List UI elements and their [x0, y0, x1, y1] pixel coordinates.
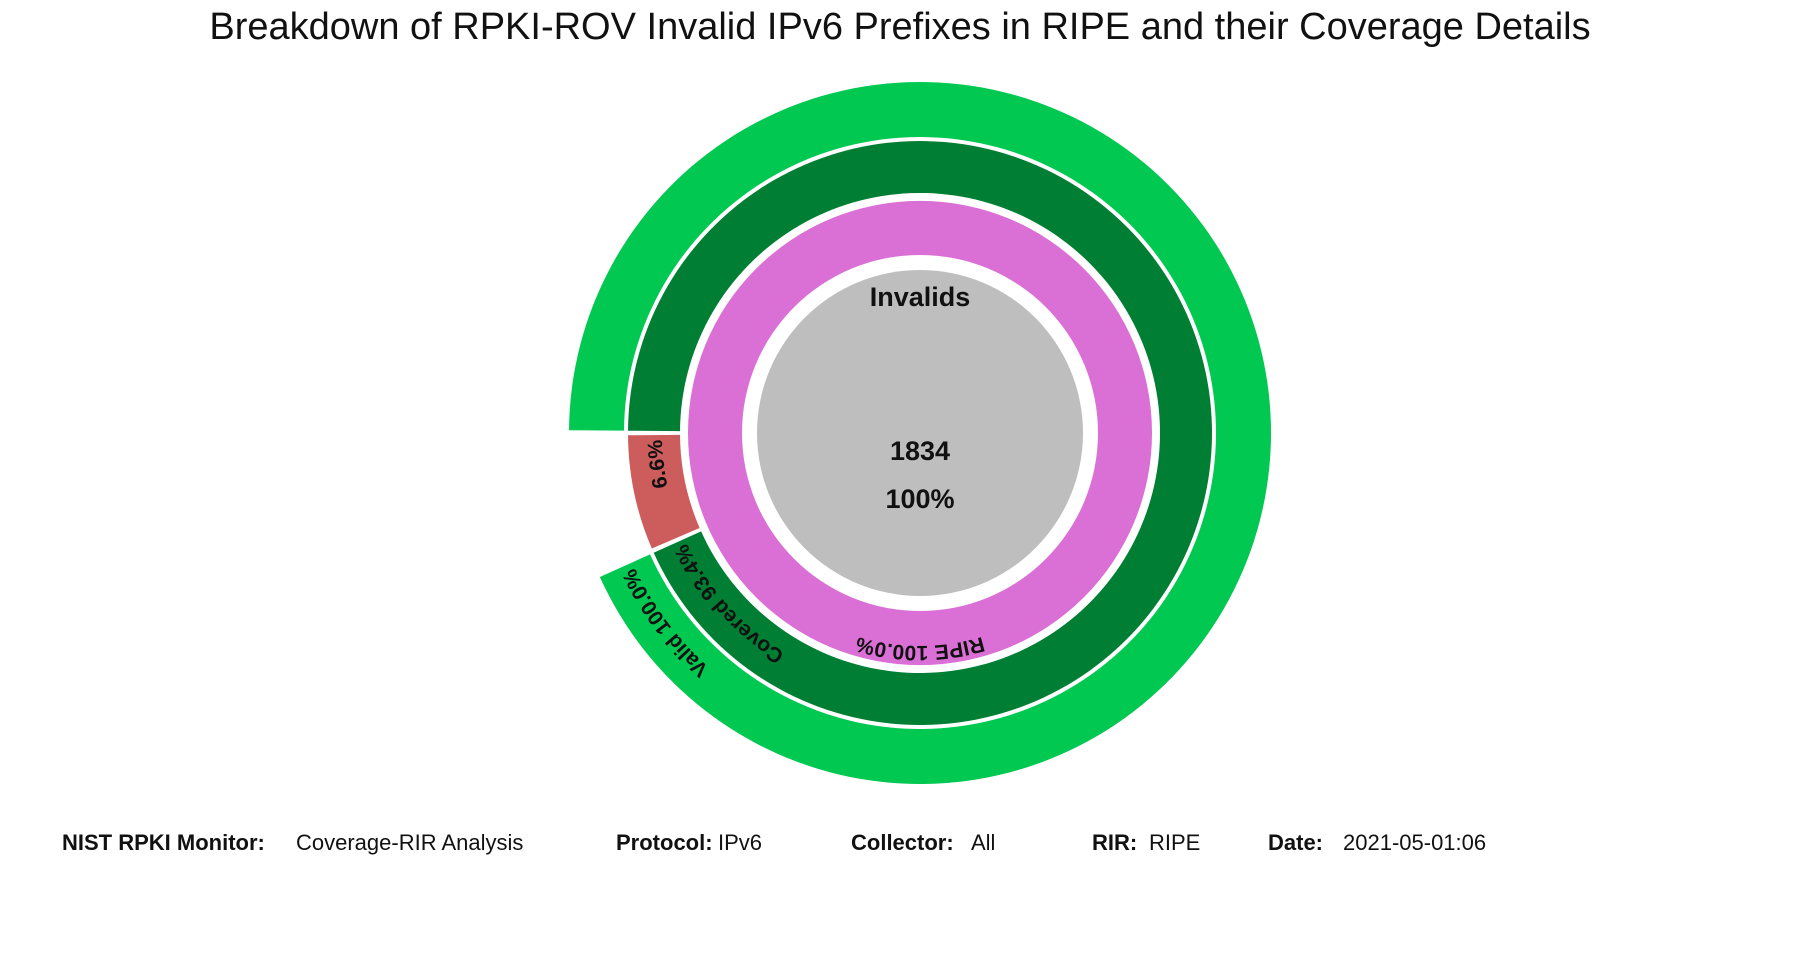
- center-disc[interactable]: [757, 270, 1083, 596]
- footer-collector-value: All: [971, 830, 996, 855]
- ring-segment-6-6[interactable]: [628, 434, 700, 549]
- center-label: Invalids: [870, 282, 971, 312]
- footer-monitor-value: Coverage-RIR Analysis: [296, 830, 524, 855]
- footer-date-label: Date:: [1268, 830, 1324, 855]
- footer-info: NIST RPKI Monitor: Coverage-RIR Analysis…: [0, 830, 1800, 870]
- center-layer: Invalids 1834 100%: [757, 270, 1083, 596]
- footer-rir-label: RIR:: [1092, 830, 1138, 855]
- footer-date-value: 2021-05-01:06: [1343, 830, 1487, 855]
- footer-protocol-label: Protocol:: [616, 830, 713, 855]
- footer-rir-value: RIPE: [1149, 830, 1201, 855]
- footer-collector-label: Collector:: [851, 830, 954, 855]
- footer-protocol-value: IPv6: [718, 830, 763, 855]
- center-percent: 100%: [885, 484, 954, 514]
- center-count: 1834: [890, 436, 950, 466]
- footer-monitor-label: NIST RPKI Monitor:: [62, 830, 265, 855]
- rings-layer: RIPE 100.0%Covered 93.4%6.6%Valid 100.0%: [569, 81, 1272, 784]
- chart-title: Breakdown of RPKI-ROV Invalid IPv6 Prefi…: [209, 6, 1591, 48]
